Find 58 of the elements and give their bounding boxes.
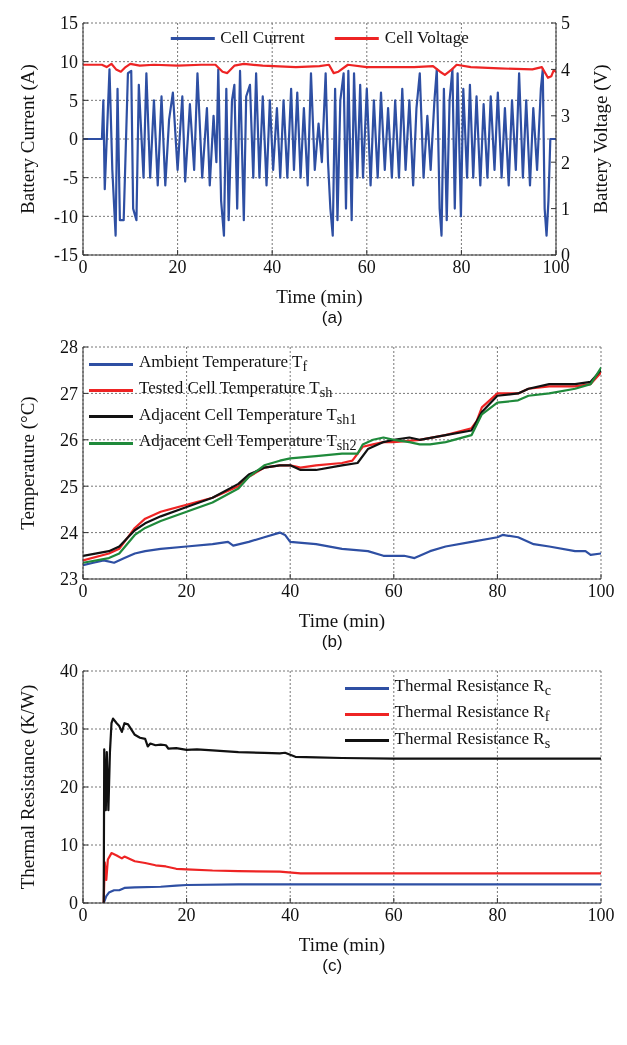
y-tick-label: -5 bbox=[63, 168, 78, 189]
legend-label: Thermal Resistance R$_{f}$ bbox=[394, 701, 550, 727]
y-tick-label: 25 bbox=[60, 476, 78, 497]
x-tick-label: 100 bbox=[587, 580, 615, 601]
x-tick-label: 40 bbox=[263, 256, 282, 277]
x-tick-label: 80 bbox=[488, 580, 507, 601]
y-tick-label: -15 bbox=[54, 245, 78, 266]
x-tick-label: 20 bbox=[168, 256, 187, 277]
y-tick-label: 15 bbox=[60, 13, 78, 34]
y-tick-label: 26 bbox=[60, 430, 78, 451]
x-axis-title: Time (min) bbox=[298, 610, 386, 632]
y-tick-label: 20 bbox=[60, 777, 78, 798]
x-tick-label: 60 bbox=[357, 256, 376, 277]
legend-label: Ambient Temperature T$_{f}$ bbox=[139, 351, 308, 377]
line-series bbox=[83, 62, 556, 79]
y-axis-title: Thermal Resistance (K/W) bbox=[16, 684, 39, 890]
legend-label: Cell Current bbox=[220, 27, 305, 49]
x-tick-label: 80 bbox=[488, 904, 507, 925]
legend-label: Tested Cell Temperature T$_{sh}$ bbox=[139, 377, 333, 403]
y-axis-title: Battery Current (A) bbox=[16, 64, 39, 214]
x-tick-label: 60 bbox=[384, 580, 403, 601]
x-tick-label: 40 bbox=[281, 580, 300, 601]
x-axis-title: Time (min) bbox=[298, 934, 386, 956]
y2-tick-label: 5 bbox=[561, 13, 570, 34]
text: (c) bbox=[321, 956, 344, 976]
line-series bbox=[83, 531, 601, 567]
text: (b) bbox=[320, 632, 344, 652]
y-tick-label: 30 bbox=[60, 719, 78, 740]
y2-tick-label: 4 bbox=[561, 59, 570, 80]
y-tick-label: 28 bbox=[60, 337, 78, 358]
legend-label: Thermal Resistance R$_{c}$ bbox=[394, 675, 551, 701]
y-tick-label: 23 bbox=[60, 569, 78, 590]
y-tick-label: 10 bbox=[60, 835, 78, 856]
y2-tick-label: 3 bbox=[561, 106, 570, 127]
y-tick-label: 40 bbox=[60, 661, 78, 682]
legend-label: Adjacent Cell Temperature T$_{sh1}$ bbox=[139, 403, 357, 430]
legend-label: Adjacent Cell Temperature T$_{sh2}$ bbox=[139, 430, 357, 456]
x-tick-label: 60 bbox=[384, 904, 403, 925]
y-tick-label: 5 bbox=[69, 90, 78, 111]
x-tick-label: 80 bbox=[452, 256, 471, 277]
y-axis-title: Temperature (°C) bbox=[16, 396, 39, 530]
y2-tick-label: 1 bbox=[561, 198, 570, 219]
x-axis-title: Time (min) bbox=[276, 286, 363, 308]
x-tick-label: 100 bbox=[587, 904, 615, 925]
y-tick-label: 24 bbox=[60, 522, 78, 543]
text: (a) bbox=[320, 308, 344, 328]
y-tick-label: 0 bbox=[69, 129, 78, 150]
x-tick-label: 20 bbox=[177, 580, 196, 601]
legend-label: Cell Voltage bbox=[384, 27, 469, 49]
y2-axis-title: Battery Voltage (V) bbox=[589, 64, 612, 214]
legend-label: Thermal Resistance R$_{s}$ bbox=[394, 727, 551, 754]
y2-tick-label: 2 bbox=[561, 152, 570, 173]
y-tick-label: -10 bbox=[54, 206, 78, 227]
y-tick-label: 10 bbox=[60, 52, 78, 73]
line-series bbox=[102, 883, 601, 903]
y-tick-label: 27 bbox=[60, 383, 78, 404]
x-tick-label: 20 bbox=[177, 904, 196, 925]
x-tick-label: 40 bbox=[281, 904, 300, 925]
